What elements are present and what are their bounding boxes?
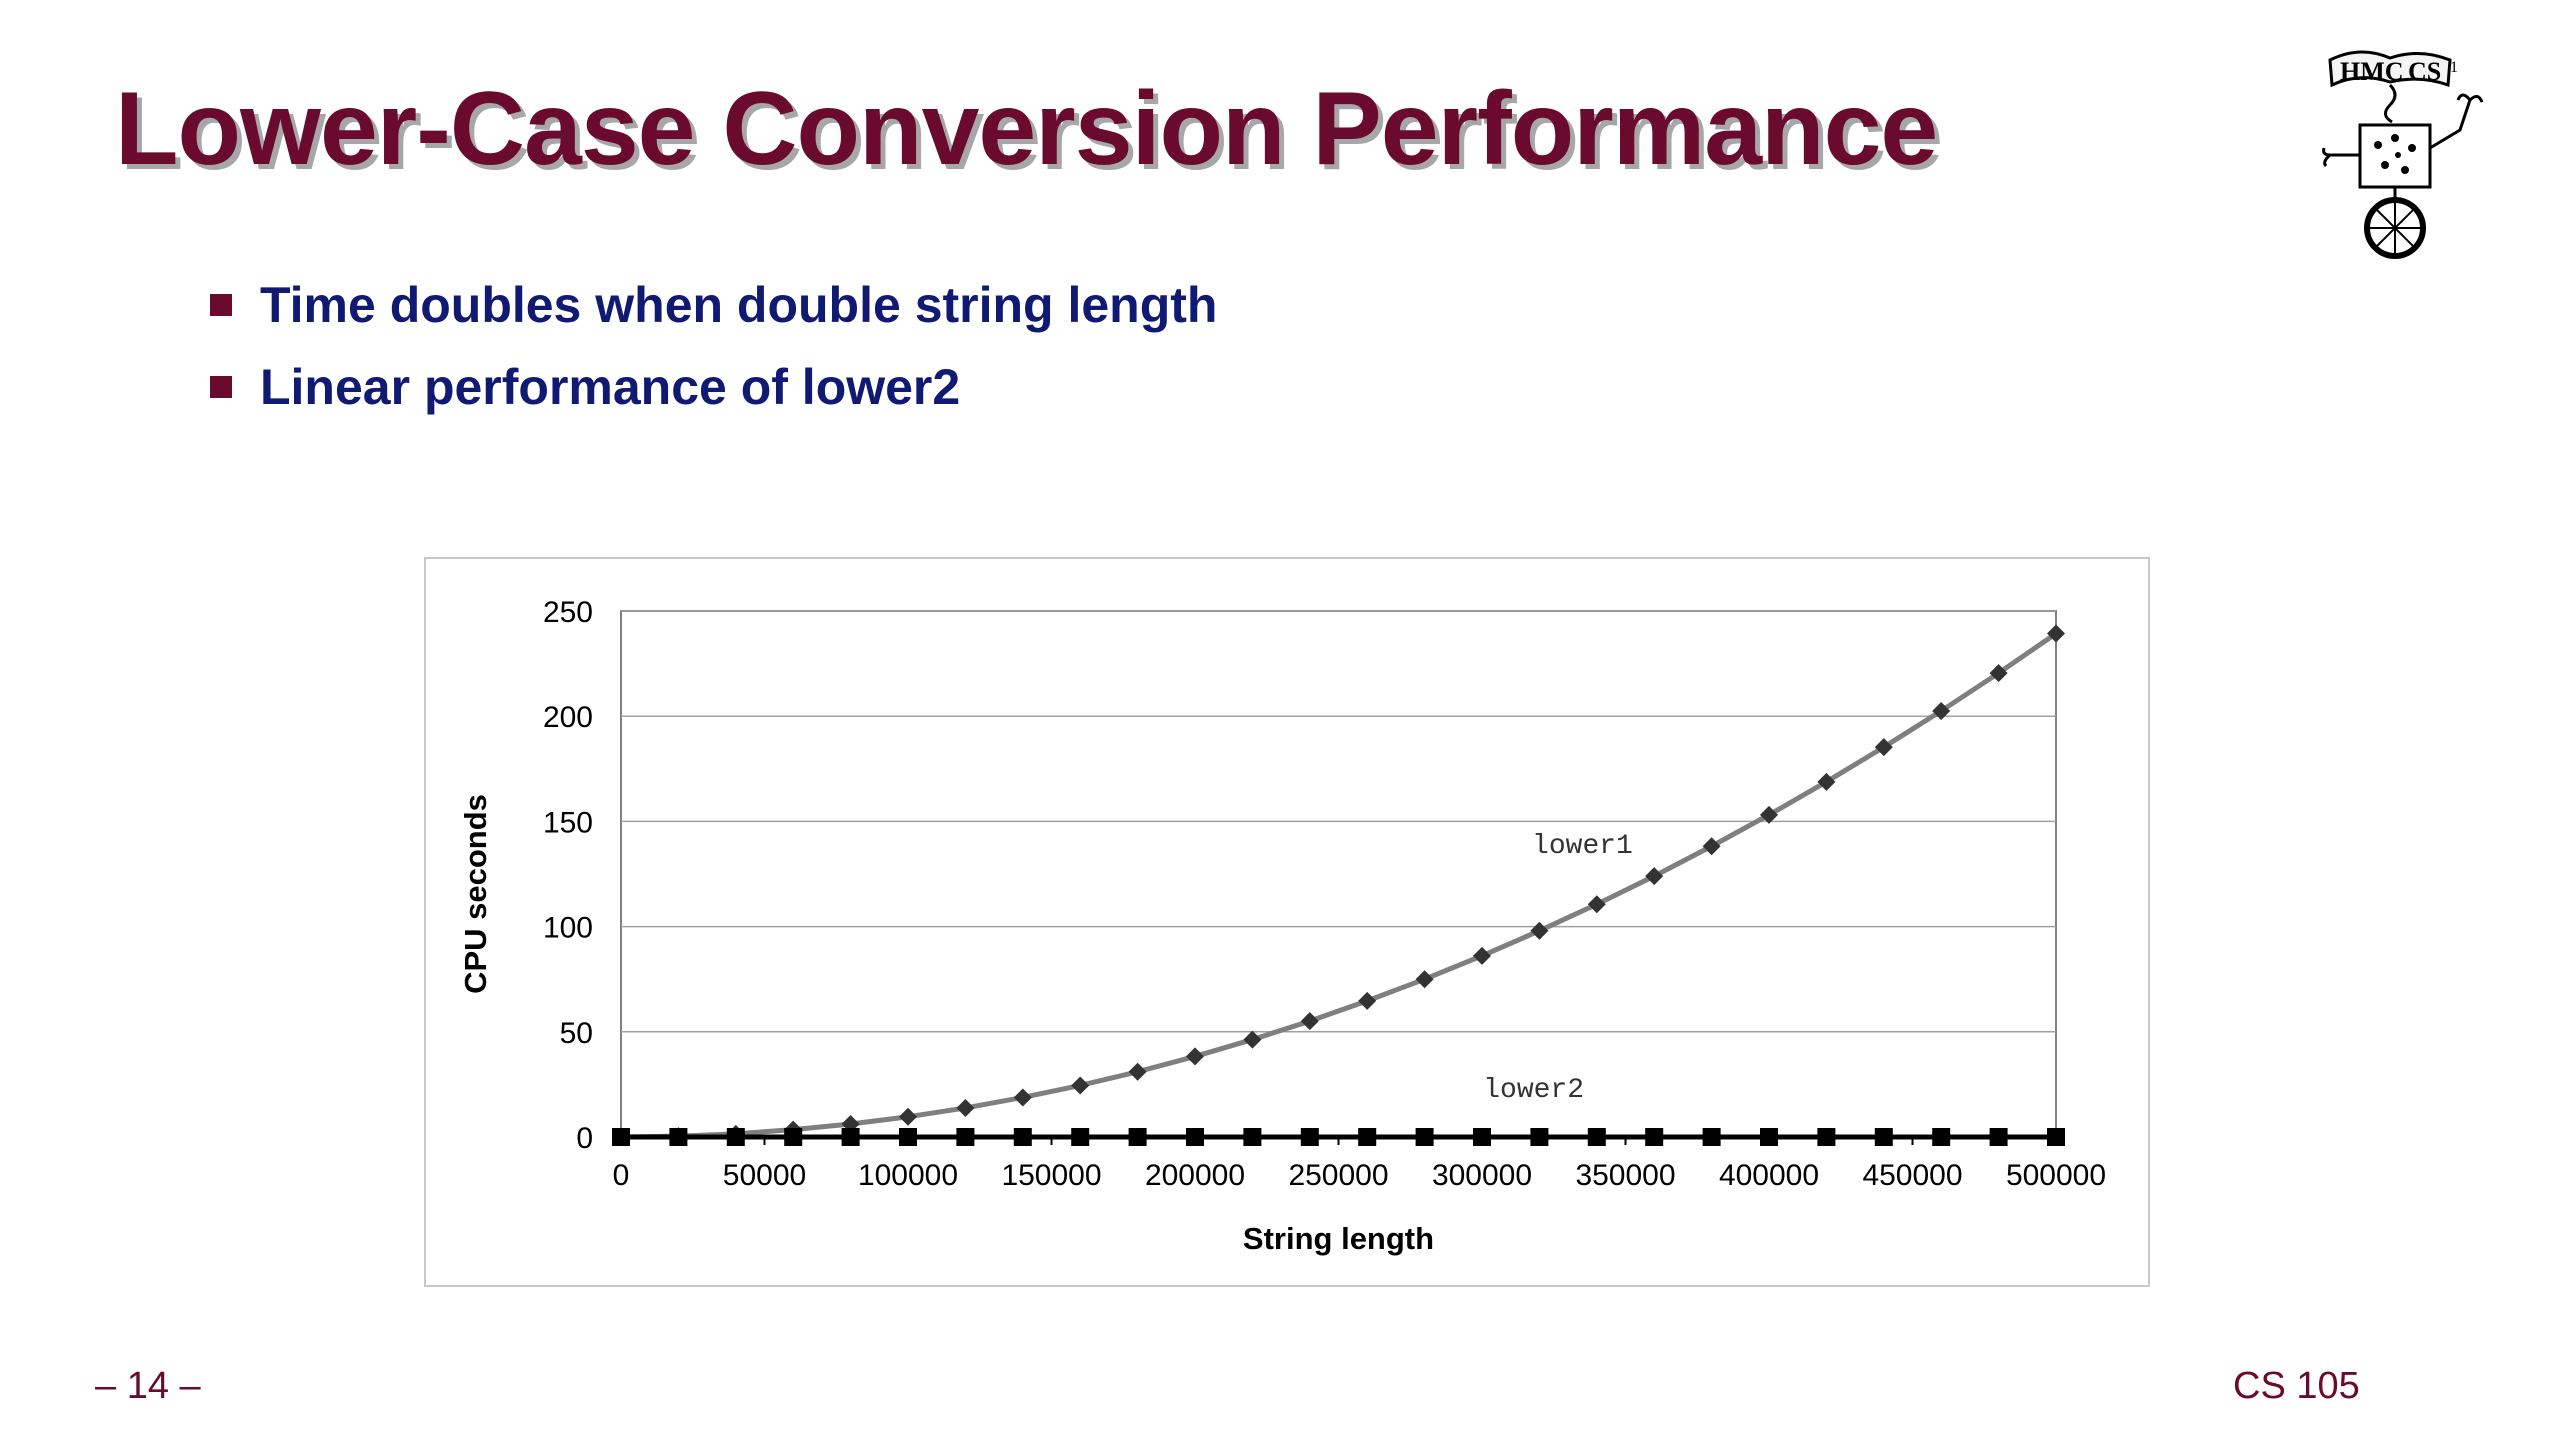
data-point-lower2 (1186, 1128, 1204, 1146)
data-point-lower2 (669, 1128, 688, 1146)
data-point-lower1 (1702, 837, 1721, 856)
x-tick-label: 500000 (2006, 1159, 2106, 1192)
square-bullet-icon (210, 294, 232, 316)
data-point-lower1 (899, 1107, 917, 1126)
square-bullet-icon (210, 376, 232, 398)
data-point-lower2 (899, 1128, 917, 1146)
data-point-lower2 (1300, 1128, 1319, 1146)
x-tick-label: 250000 (1288, 1159, 1388, 1192)
data-point-lower2 (1989, 1128, 2008, 1146)
data-point-lower2 (841, 1128, 860, 1146)
y-tick-label: 150 (543, 806, 593, 839)
y-tick-label: 50 (560, 1017, 593, 1050)
hmc-cs-robot-logo: HMC CS 1 (2300, 30, 2500, 265)
bullet-text: Linear performance of lower2 (260, 359, 961, 415)
data-point-lower2 (784, 1128, 803, 1146)
data-point-lower2 (1587, 1128, 1606, 1146)
data-point-lower2 (1932, 1128, 1951, 1146)
data-point-lower2 (1473, 1128, 1491, 1146)
x-tick-label: 350000 (1575, 1159, 1675, 1192)
x-tick-label: 300000 (1432, 1159, 1532, 1192)
data-point-lower1 (1760, 805, 1778, 824)
data-point-lower2 (1071, 1128, 1090, 1146)
data-point-lower1 (1013, 1088, 1032, 1107)
series-annotation-label: lower2 (1483, 1075, 1584, 1106)
bullet-list: Time doubles when double string length L… (210, 270, 1217, 434)
data-point-lower1 (1186, 1047, 1204, 1066)
data-point-lower2 (2047, 1128, 2065, 1146)
page-number: – 14 – (95, 1365, 201, 1407)
plot-area (620, 610, 2057, 1138)
data-point-lower2 (1415, 1128, 1434, 1146)
data-point-lower1 (1128, 1062, 1147, 1081)
y-tick-label: 200 (543, 701, 593, 734)
svg-text:CS: CS (2408, 57, 2441, 86)
data-point-lower1 (1587, 895, 1606, 914)
data-point-lower2 (1243, 1128, 1262, 1146)
x-tick-label: 0 (613, 1159, 630, 1192)
x-tick-label: 150000 (1001, 1159, 1101, 1192)
series-line-lower1 (620, 631, 2058, 1140)
bullet-text: Time doubles when double string length (260, 277, 1218, 333)
data-point-lower2 (726, 1128, 745, 1146)
data-point-lower2 (1358, 1128, 1377, 1146)
data-point-lower1 (1932, 701, 1951, 720)
x-tick-label: 400000 (1719, 1159, 1819, 1192)
data-point-lower2 (612, 1128, 630, 1146)
data-point-lower1 (1989, 664, 2008, 683)
x-tick-label: 450000 (1862, 1159, 1962, 1192)
svg-text:1: 1 (2450, 59, 2458, 76)
data-point-lower2 (1702, 1128, 1721, 1146)
data-point-lower2 (1530, 1128, 1549, 1146)
x-tick-label: 100000 (858, 1159, 958, 1192)
data-point-lower1 (1645, 867, 1664, 886)
chart-frame: 0 50 100 150 200 250 0 50000 100000 150000 200000 2… (424, 557, 2150, 1287)
data-point-lower1 (1300, 1012, 1319, 1031)
x-tick-label: 200000 (1145, 1159, 1245, 1192)
slide-title: Lower-Case Conversion Performance (115, 71, 1938, 187)
bullet-item: Linear performance of lower2 (210, 352, 1217, 434)
data-point-lower1 (1817, 772, 1836, 791)
y-tick-label: 0 (576, 1122, 593, 1155)
y-tick-label: 100 (543, 912, 593, 945)
data-point-lower1 (956, 1098, 975, 1117)
data-point-lower1 (1243, 1030, 1262, 1049)
y-tick-label: 250 (543, 596, 593, 629)
data-point-lower2 (1128, 1128, 1147, 1146)
data-point-lower1 (2047, 624, 2065, 643)
data-point-lower1 (1874, 738, 1893, 757)
data-point-lower1 (1358, 991, 1377, 1010)
data-point-lower2 (1874, 1128, 1893, 1146)
data-point-lower1 (1473, 946, 1491, 965)
data-point-lower2 (1817, 1128, 1836, 1146)
y-axis-title: CPU seconds (458, 794, 493, 994)
cpu-time-line-chart: 0 50 100 150 200 250 0 50000 100000 150000 200000 2… (458, 596, 2106, 1256)
bullet-item: Time doubles when double string length (210, 270, 1217, 352)
x-tick-label: 50000 (723, 1159, 806, 1192)
data-point-lower1 (1415, 970, 1434, 989)
svg-text:HMC: HMC (2340, 57, 2404, 86)
x-axis-title: String length (1243, 1221, 1434, 1256)
data-point-lower1 (1530, 921, 1549, 940)
data-point-lower2 (1645, 1128, 1664, 1146)
data-point-lower2 (1013, 1128, 1032, 1146)
data-point-lower2 (1760, 1128, 1778, 1146)
data-point-lower2 (956, 1128, 975, 1146)
data-point-lower1 (1071, 1076, 1090, 1095)
course-label: CS 105 (2233, 1365, 2360, 1407)
series-annotation-label: lower1 (1532, 831, 1633, 862)
